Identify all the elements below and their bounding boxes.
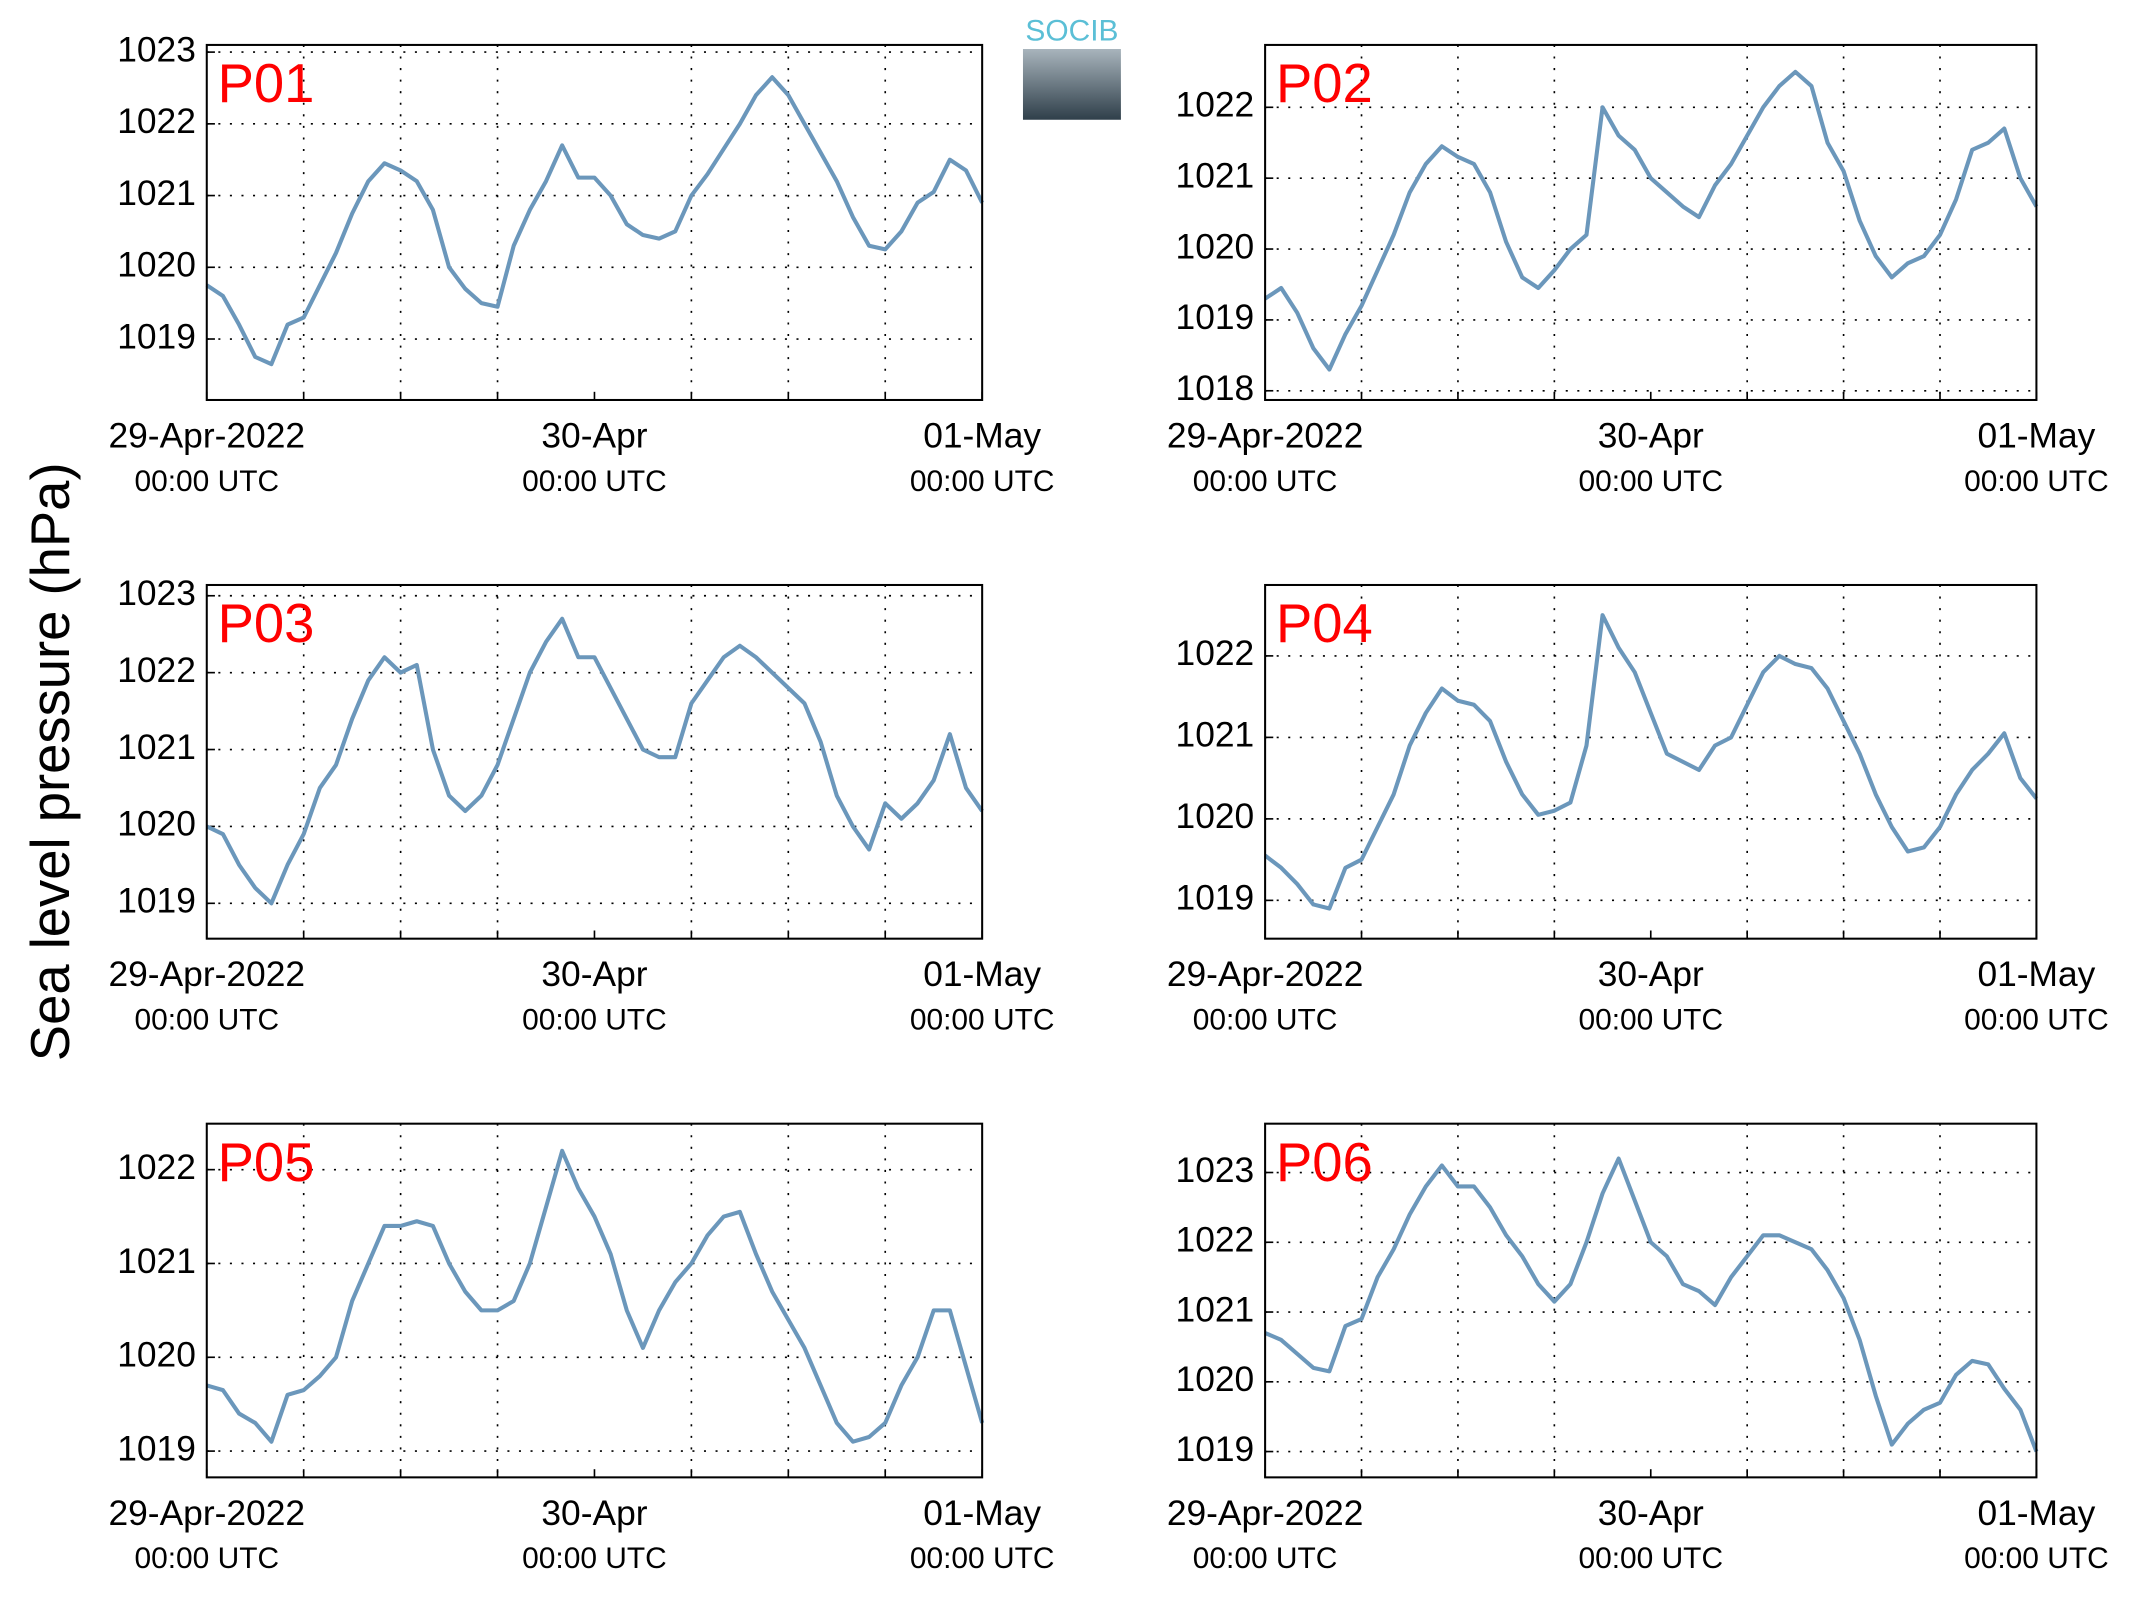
panel-title: P03 <box>218 593 315 654</box>
y-tick-label: 1020 <box>1176 797 1255 836</box>
y-tick-label: 1022 <box>1176 634 1255 673</box>
y-tick-label: 1020 <box>117 246 196 285</box>
panel-title: P06 <box>1276 1132 1373 1193</box>
pressure-line <box>205 75 984 367</box>
pressure-line <box>206 1148 985 1444</box>
x-tick-sublabel: 00:00 UTC <box>522 1004 667 1037</box>
x-tick-label: 01-May <box>1977 955 2095 994</box>
pressure-line <box>1263 69 2039 372</box>
y-tick-label: 1021 <box>1176 1290 1255 1329</box>
logo: SOCIB <box>1022 15 1121 120</box>
pressure-line <box>205 616 984 906</box>
plot-frame <box>205 583 984 940</box>
y-tick-label: 1019 <box>117 882 196 921</box>
x-tick-sublabel: 00:00 UTC <box>1578 465 1723 498</box>
panel-title: P02 <box>1276 53 1373 114</box>
x-tick-sublabel: 00:00 UTC <box>1193 1004 1338 1037</box>
y-tick-label: 1019 <box>117 1429 196 1468</box>
panel: 1019 1020 1021 1022 29-Apr-2022 00:00 UTC 30-A… <box>108 1122 1055 1575</box>
y-tick-label: 1019 <box>117 317 196 356</box>
x-tick-label: 01-May <box>923 955 1041 994</box>
x-tick-sublabel: 00:00 UTC <box>1578 1542 1723 1575</box>
plot-frame <box>1264 1122 2038 1479</box>
x-tick-sublabel: 00:00 UTC <box>134 1004 279 1037</box>
plot-frame <box>1264 583 2038 940</box>
x-tick-sublabel: 00:00 UTC <box>1964 1542 2109 1575</box>
x-tick-sublabel: 00:00 UTC <box>1578 1004 1723 1037</box>
x-tick-sublabel: 00:00 UTC <box>134 1542 279 1575</box>
y-tick-label: 1019 <box>1176 298 1255 337</box>
y-tick-label: 1020 <box>1176 227 1255 266</box>
y-tick-label: 1021 <box>117 728 196 767</box>
x-tick-label: 01-May <box>1977 416 2095 455</box>
panel: 1018 1019 1020 1021 1022 29-Apr-2022 00:00 UTC… <box>1167 43 2109 498</box>
pressure-line <box>1263 613 2039 911</box>
x-tick-label: 30-Apr <box>541 416 647 455</box>
x-tick-sublabel: 00:00 UTC <box>910 1542 1055 1575</box>
x-tick-label: 29-Apr-2022 <box>1167 955 1364 994</box>
y-tick-label: 1022 <box>117 102 196 141</box>
y-tick-label: 1021 <box>1176 157 1255 196</box>
y-tick-label: 1022 <box>1176 86 1255 125</box>
x-tick-label: 30-Apr <box>541 1494 647 1533</box>
x-tick-label: 30-Apr <box>541 955 647 994</box>
x-tick-sublabel: 00:00 UTC <box>522 1542 667 1575</box>
x-tick-sublabel: 00:00 UTC <box>910 1004 1055 1037</box>
x-tick-label: 29-Apr-2022 <box>1167 1494 1364 1533</box>
x-tick-sublabel: 00:00 UTC <box>1193 465 1338 498</box>
x-tick-sublabel: 00:00 UTC <box>134 465 279 498</box>
x-tick-label: 29-Apr-2022 <box>108 416 305 455</box>
y-axis-label: Sea level pressure (hPa) <box>20 462 81 1061</box>
x-tick-label: 30-Apr <box>1598 416 1704 455</box>
y-tick-label: 1022 <box>117 651 196 690</box>
y-tick-label: 1022 <box>1176 1221 1255 1260</box>
panel: 1019 1020 1021 1022 1023 29-Apr-2022 00:00 UTC… <box>108 574 1054 1036</box>
y-tick-label: 1020 <box>1176 1360 1255 1399</box>
plot-frame <box>1264 43 2038 402</box>
plot-frame <box>205 1122 984 1479</box>
y-tick-label: 1020 <box>117 1336 196 1375</box>
plot-frame <box>205 43 984 402</box>
x-tick-sublabel: 00:00 UTC <box>522 465 667 498</box>
pressure-line <box>1264 1156 2039 1453</box>
y-tick-label: 1023 <box>117 30 196 69</box>
panel-title: P05 <box>218 1132 315 1193</box>
x-tick-label: 30-Apr <box>1598 955 1704 994</box>
y-tick-label: 1019 <box>1176 879 1255 918</box>
x-tick-label: 29-Apr-2022 <box>108 1494 305 1533</box>
panel: 1019 1020 1021 1022 1023 29-Apr-2022 00:00 UTC… <box>1167 1122 2109 1575</box>
x-tick-label: 29-Apr-2022 <box>1167 416 1364 455</box>
x-tick-label: 01-May <box>923 1494 1041 1533</box>
x-tick-sublabel: 00:00 UTC <box>1964 465 2109 498</box>
panel: 1019 1020 1021 1022 29-Apr-2022 00:00 UTC 30-A… <box>1167 583 2109 1037</box>
y-tick-label: 1022 <box>117 1148 196 1187</box>
panel-title: P04 <box>1276 593 1373 654</box>
logo-box <box>1022 49 1121 120</box>
x-tick-sublabel: 00:00 UTC <box>1193 1542 1338 1575</box>
y-tick-label: 1018 <box>1176 369 1255 408</box>
y-tick-label: 1021 <box>117 1242 196 1281</box>
panel: 1019 1020 1021 1022 1023 29-Apr-2022 00:00 UTC… <box>108 30 1054 497</box>
y-tick-label: 1020 <box>117 805 196 844</box>
y-tick-label: 1023 <box>117 574 196 613</box>
y-tick-label: 1019 <box>1176 1430 1255 1469</box>
x-tick-label: 01-May <box>1977 1494 2095 1533</box>
x-tick-label: 01-May <box>923 416 1041 455</box>
x-tick-label: 30-Apr <box>1598 1494 1704 1533</box>
y-tick-label: 1023 <box>1176 1151 1255 1190</box>
logo-text: SOCIB <box>1025 15 1118 48</box>
x-tick-label: 29-Apr-2022 <box>108 955 305 994</box>
y-tick-label: 1021 <box>1176 716 1255 755</box>
x-tick-sublabel: 00:00 UTC <box>910 465 1055 498</box>
y-tick-label: 1021 <box>117 174 196 213</box>
panel-title: P01 <box>218 53 315 114</box>
x-tick-sublabel: 00:00 UTC <box>1964 1004 2109 1037</box>
